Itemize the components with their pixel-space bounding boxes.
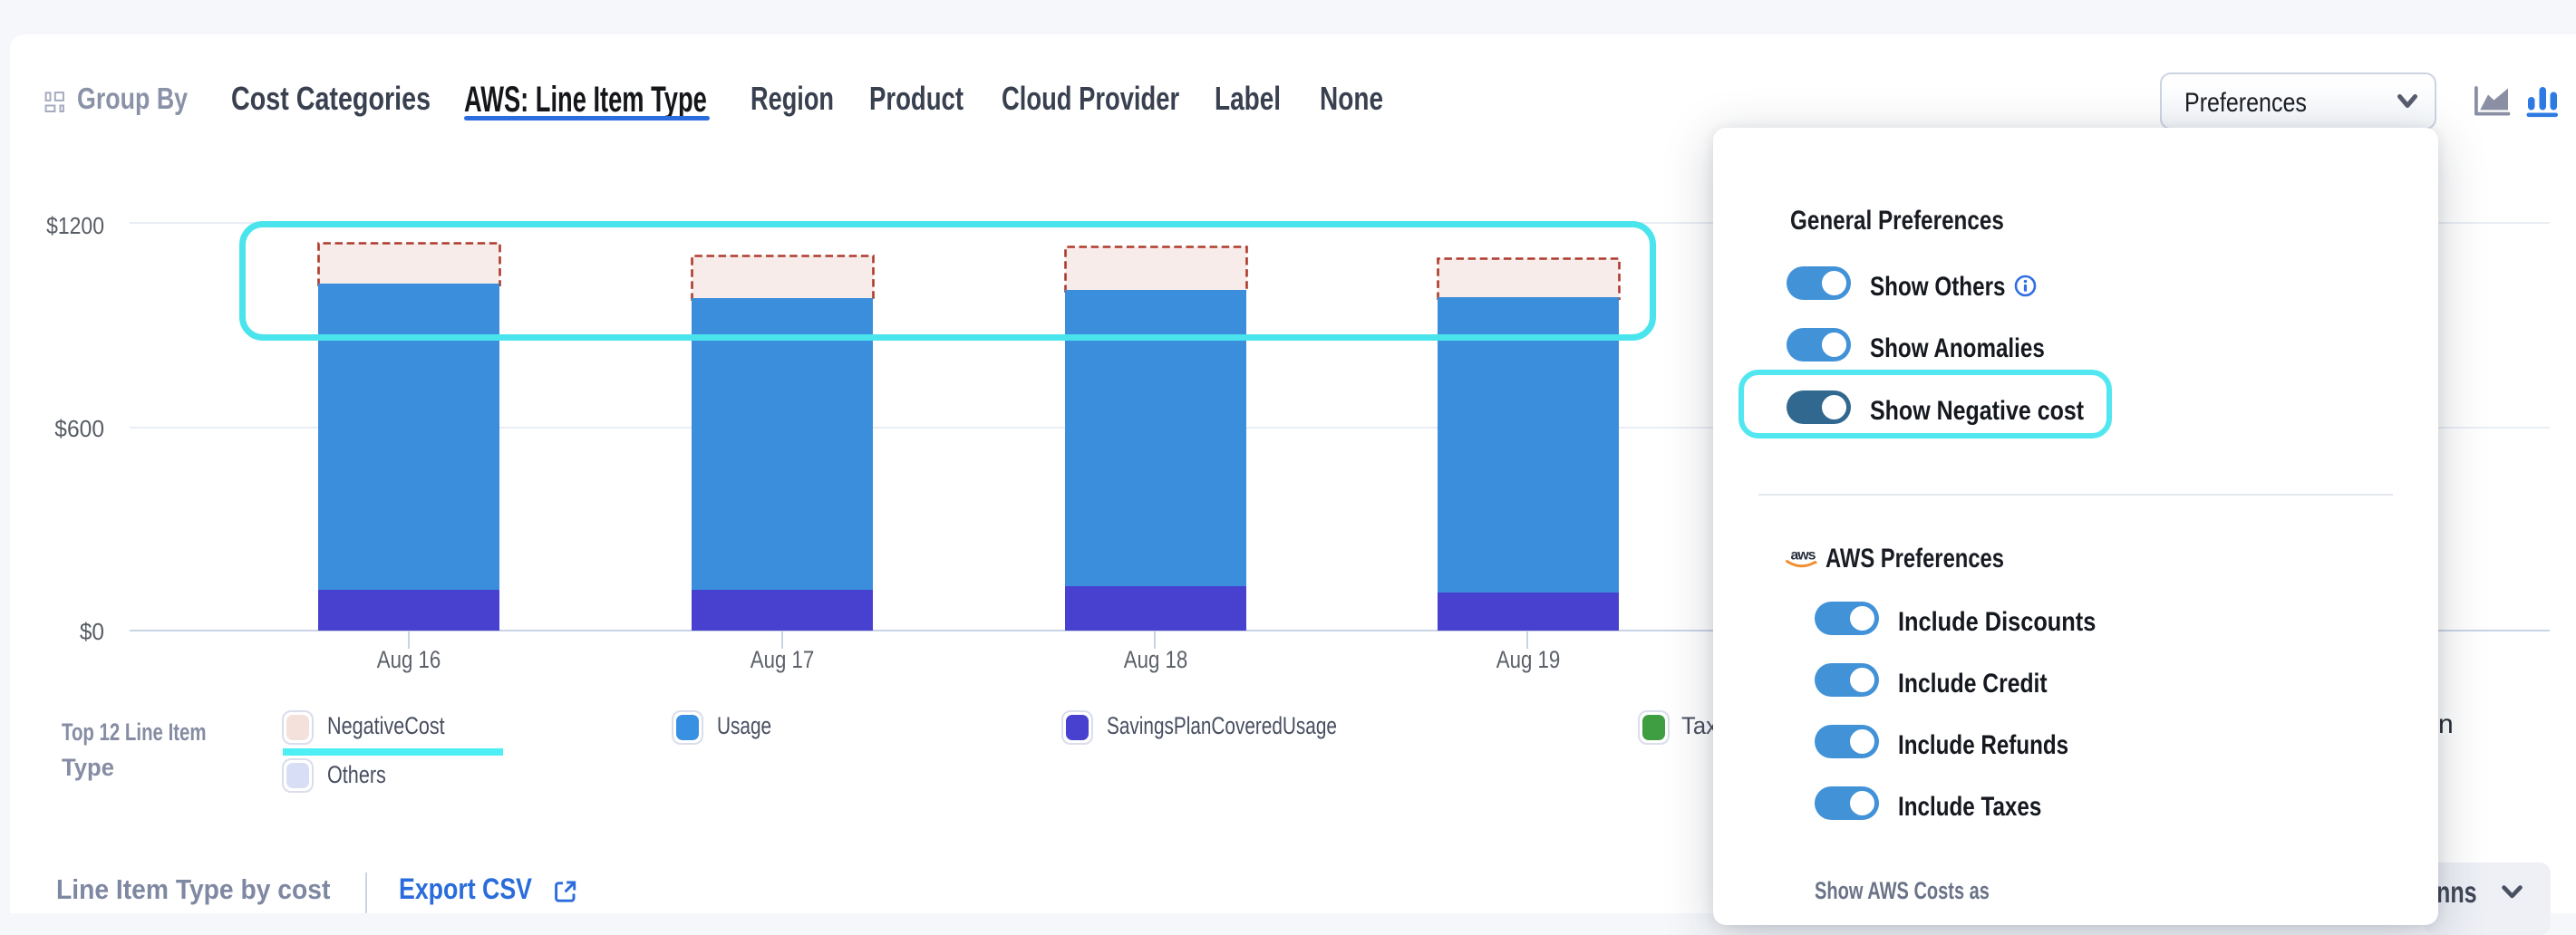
svg-text:aws: aws	[1791, 548, 1816, 564]
